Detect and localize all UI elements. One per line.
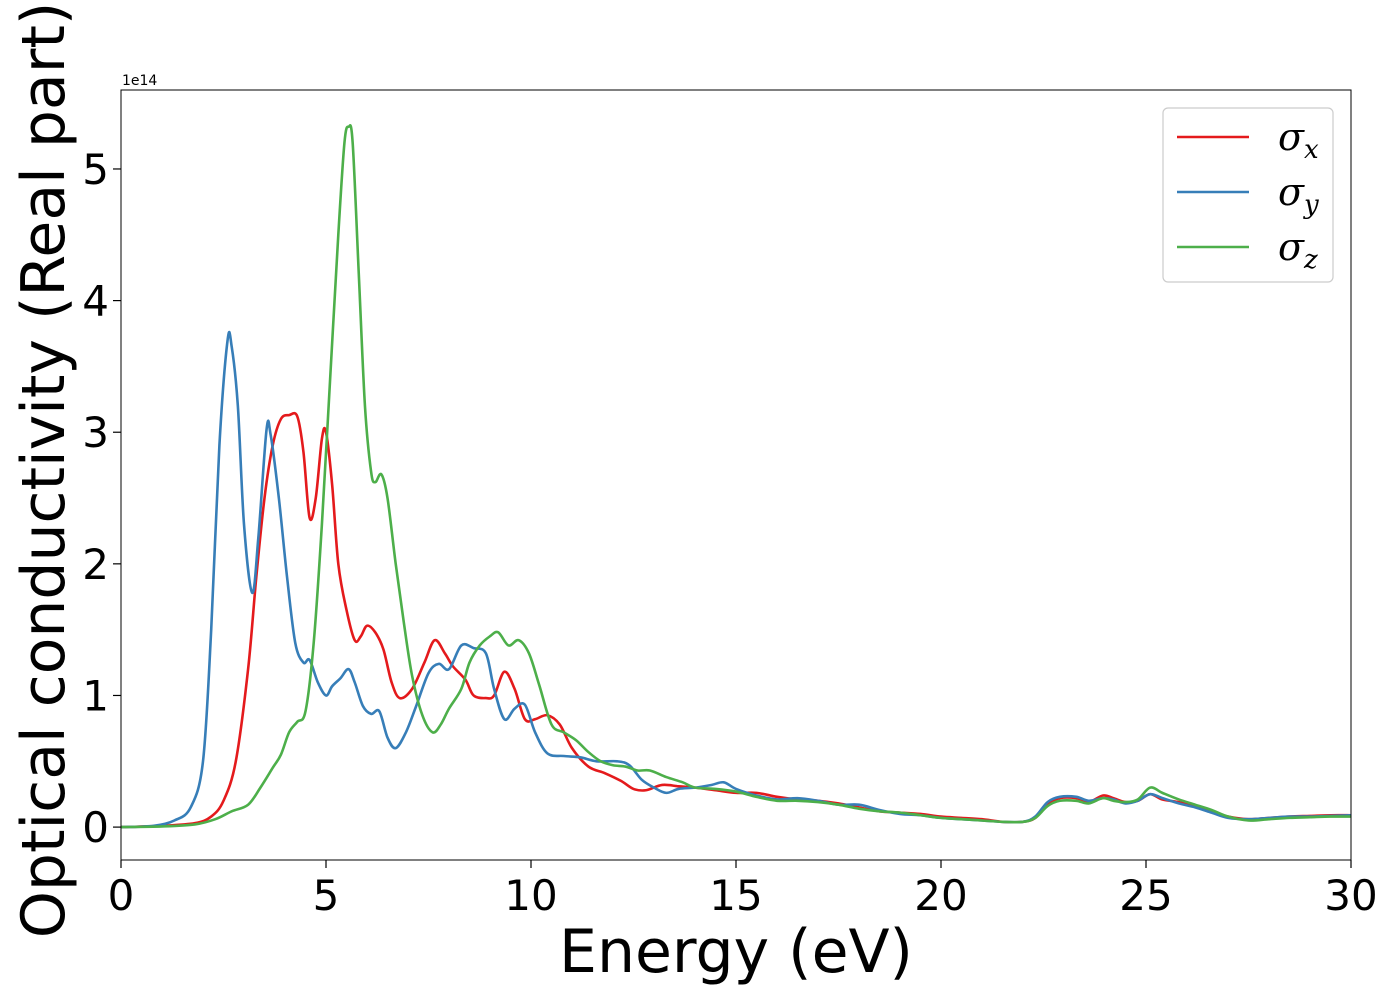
y-tick-label: 4 <box>82 277 109 326</box>
series-line-z <box>121 124 1351 829</box>
y-axis-label: Optical conductivity (Real part) <box>9 2 79 939</box>
y-tick-label: 1 <box>82 671 109 720</box>
x-tick-label: 25 <box>1119 871 1172 920</box>
y-offset-label: 1e14 <box>122 73 157 89</box>
x-axis-ticks: 0 5 10 15 20 25 30 <box>108 860 1378 920</box>
x-tick-label: 15 <box>709 871 762 920</box>
y-tick-label: 5 <box>82 145 109 194</box>
y-tick-label: 2 <box>82 540 109 589</box>
legend-label-z: σz <box>1278 225 1318 275</box>
y-tick-label: 3 <box>82 408 109 457</box>
x-tick-label: 20 <box>914 871 967 920</box>
y-tick-label: 0 <box>82 803 109 852</box>
legend-box <box>1162 107 1334 283</box>
x-tick-label: 5 <box>313 871 340 920</box>
series-layer <box>121 124 1351 829</box>
x-tick-label: 10 <box>504 871 557 920</box>
x-tick-label: 0 <box>108 871 135 920</box>
x-tick-label: 30 <box>1324 871 1377 920</box>
legend-label-x: σx <box>1278 115 1319 165</box>
series-line-y <box>121 330 1351 829</box>
series-line-x <box>121 411 1351 829</box>
y-axis-ticks: 0 1 2 3 4 5 <box>82 145 121 852</box>
x-axis-label: Energy (eV) <box>559 917 913 987</box>
legend-label-y: σy <box>1278 170 1319 220</box>
